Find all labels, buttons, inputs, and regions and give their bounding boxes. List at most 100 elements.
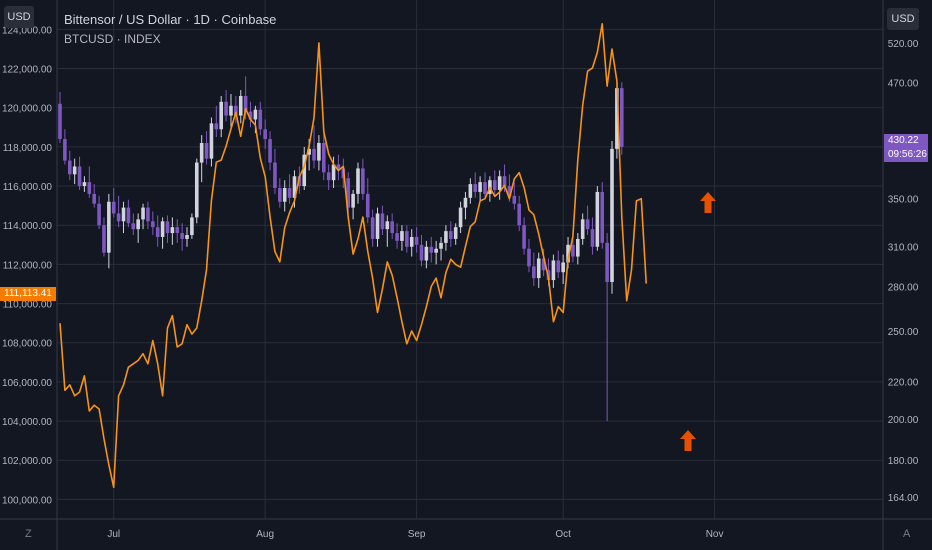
candle-body [82,182,87,187]
candle-body [527,248,531,267]
candle-body [312,148,316,161]
right-currency-button[interactable]: USD [887,8,919,30]
x-tick-label: Oct [555,529,571,540]
candle-body [121,207,126,222]
candle-body [141,207,145,220]
left-tick-label: 116,000.00 [3,182,53,193]
candle-body [58,103,62,140]
candle-body [268,139,272,163]
candle-body [336,164,341,169]
candle-body [585,219,590,230]
candle-body [517,203,521,226]
candle-body [414,236,419,245]
candle-body [111,201,116,214]
annotation-markers [680,192,716,451]
candle-body [380,213,385,230]
candle-body [67,160,72,175]
left-tick-label: 104,000.00 [2,417,52,428]
left-tick-label: 112,000.00 [3,260,53,271]
candle-body [199,142,204,163]
candle-body [273,162,277,189]
candle-body [615,88,619,149]
left-tick-label: 100,000.00 [2,495,52,506]
candle-body [126,207,131,224]
left-scale-toggle[interactable]: Z [25,528,32,540]
candle-body [400,231,404,241]
left-tick-label: 108,000.00 [2,339,52,350]
candle-body [160,221,165,237]
candle-body [219,101,224,130]
candle-body [375,213,380,239]
candle-body [463,197,468,208]
candle-body [170,227,175,234]
candle-body [190,217,194,236]
candle-body [282,188,287,202]
grid-lines [57,0,883,519]
candle-body [580,219,585,239]
candle-body [522,225,526,249]
candle-body [116,213,121,222]
candle-body [234,105,238,116]
left-currency-button[interactable]: USD [4,6,34,28]
x-axis-ticks: Jul Aug Sep Oct Nov [107,529,723,540]
candle-body [175,227,180,234]
candle-body [278,188,282,202]
candle-body [346,178,351,208]
left-tick-label: 114,000.00 [3,221,53,232]
candle-body [209,123,214,159]
candle-body [468,184,473,198]
right-tick-label: 310.00 [888,242,919,253]
left-tick-label: 106,000.00 [2,378,52,389]
candle-body [536,258,541,279]
candle-body [419,244,424,261]
candle-body [238,95,243,116]
right-tick-label: 470.00 [888,79,919,90]
candle-body [444,231,448,243]
candle-body [424,246,429,261]
candle-body [263,129,267,140]
candle-body [556,260,561,273]
candle-body [356,168,360,194]
candle-body [502,176,507,187]
candle-body [507,186,512,196]
candle-body [449,231,453,239]
candle-body [512,195,517,204]
candle-body [365,193,370,218]
candle-body [194,162,199,218]
candle-body [600,191,605,243]
candle-body [297,176,302,187]
candle-body [478,182,482,192]
x-tick-label: Nov [706,529,724,540]
right-current-price-tag: 430.22 [884,134,928,148]
chart-title: Bittensor / US Dollar · 1D · Coinbase [64,12,277,27]
candle-body [321,142,326,173]
candle-body [97,203,101,226]
candle-body [331,164,336,181]
candle-body [434,248,438,253]
candle-body [224,101,228,116]
candle-body [253,109,258,120]
right-tick-label: 250.00 [888,327,919,338]
candle-body [532,266,536,279]
left-current-price-tag: 111,113.41 [0,287,56,301]
x-tick-label: Sep [408,529,426,540]
candle-body [595,191,600,247]
left-tick-label: 120,000.00 [2,104,52,115]
candle-body [317,142,321,161]
tao-line-series [59,23,647,489]
candle-body [136,219,140,230]
candle-body [165,221,170,234]
candle-body [185,235,189,239]
auto-scale-toggle[interactable]: A [903,528,911,540]
candle-body [439,242,443,249]
right-tick-label: 520.00 [888,39,919,50]
candle-body [483,182,487,194]
right-tick-label: 164.00 [888,493,919,504]
candle-body [551,260,556,281]
x-tick-label: Jul [107,529,120,540]
candle-body [619,88,624,147]
left-tick-label: 124,000.00 [2,25,52,36]
